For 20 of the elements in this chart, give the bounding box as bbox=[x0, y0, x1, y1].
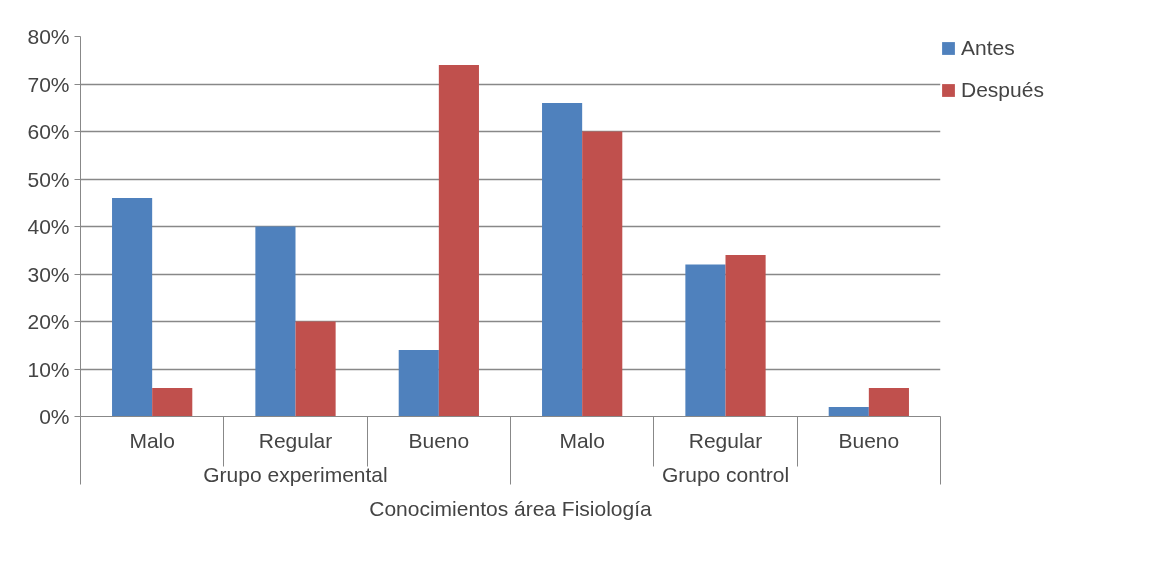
y-tick-label: 60% bbox=[27, 120, 70, 143]
x-tick-label: Malo bbox=[559, 428, 605, 452]
y-tick-label: 80% bbox=[27, 25, 70, 48]
y-tick-label: 20% bbox=[27, 310, 70, 333]
legend-label: Antes bbox=[961, 36, 1015, 60]
y-tick-label: 0% bbox=[39, 405, 70, 428]
y-tick-label: 10% bbox=[27, 357, 70, 381]
x-tick-label: Malo bbox=[129, 428, 175, 452]
text: Grupo experimental bbox=[203, 462, 388, 486]
x-tick-label: Bueno bbox=[838, 428, 900, 452]
y-tick-label: 70% bbox=[27, 72, 70, 96]
legend-label: Después bbox=[961, 78, 1044, 102]
y-tick-label: 40% bbox=[27, 215, 70, 238]
text: Grupo control bbox=[661, 462, 790, 486]
y-tick-label: 30% bbox=[27, 262, 70, 286]
x-tick-label: Bueno bbox=[408, 428, 470, 452]
y-tick-label: 50% bbox=[27, 167, 70, 191]
x-tick-label: Regular bbox=[258, 428, 333, 452]
x-axis-title: Conocimientos área Fisiología bbox=[369, 496, 653, 520]
x-tick-label: Regular bbox=[688, 428, 763, 452]
